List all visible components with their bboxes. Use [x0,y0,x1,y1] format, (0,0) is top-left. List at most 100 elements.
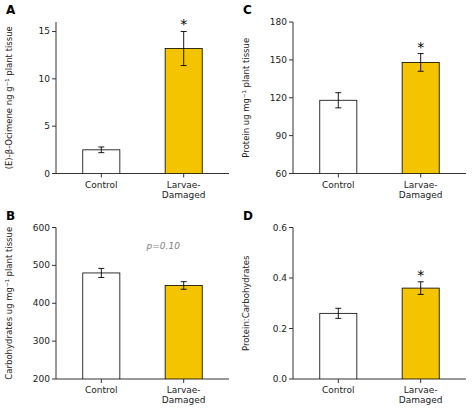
x-axis [56,173,229,174]
error-line [420,54,421,72]
x-tick-label-line: Damaged [399,395,443,405]
y-tick [289,22,293,23]
x-tick [101,174,102,178]
y-tick-label: 600 [33,223,50,233]
x-tick-label-line: Control [322,385,355,395]
y-tick [52,265,56,266]
error-cap [335,308,341,309]
x-tick [420,174,421,178]
x-tick-label-line: Control [85,385,118,395]
bar [83,273,120,379]
x-tick-label-line: Larvae- [167,180,201,190]
y-tick-label: 500 [33,260,50,270]
y-tick-label: 120 [270,93,287,103]
y-axis [293,228,294,380]
y-tick [289,278,293,279]
x-axis [293,379,466,380]
y-tick [52,173,56,174]
bars [320,282,439,379]
error-line [101,147,102,153]
bar [165,285,202,379]
x-tick-label-line: Control [85,180,118,190]
error-bar [335,93,341,108]
significance: * [417,267,424,283]
panel: 0.00.20.40.6ControlLarvae-Damaged*Protei… [241,209,466,406]
x-tick-label-line: Damaged [399,190,443,200]
annotation: p=0.10 [146,241,181,251]
panel-label: C [243,3,252,17]
y-tick-label: 5 [44,121,50,131]
error-line [101,268,102,277]
error-bar [418,282,424,295]
bar [402,288,439,379]
y-tick-label: 0.0 [273,374,288,384]
x-tick [420,379,421,383]
y-tick-label: 60 [276,169,288,179]
bar [402,62,439,173]
error-line [338,93,339,108]
x-tick-label-line: Larvae- [404,385,438,395]
y-tick [52,227,56,228]
panel-label: D [243,209,253,223]
x-tick-label-line: Control [322,180,355,190]
y-label: Carbohydrates ug mg⁻¹ plant tissue [4,227,14,380]
error-bar [98,147,104,153]
bars [320,54,439,174]
x-tick [183,379,184,383]
y-tick [52,341,56,342]
error-cap [98,268,104,269]
bar [83,150,120,174]
error-bar [98,268,104,277]
y-tick-label: 400 [33,298,50,308]
y-tick-label: 0 [44,169,50,179]
x-tick-label: Control [322,180,355,190]
error-cap [335,92,341,93]
error-bar [335,308,341,318]
error-bar [181,282,187,290]
x-tick-label: Larvae-Damaged [162,385,206,405]
error-cap [418,71,424,72]
error-cap [335,318,341,319]
y-tick [52,126,56,127]
y-tick-label: 180 [270,17,287,27]
y-axis [293,22,294,174]
x-tick-label: Control [322,385,355,395]
panel: 051015ControlLarvae-Damaged*(E)-β-Ocimen… [4,3,229,200]
y-tick [289,227,293,228]
y-tick-label: 200 [33,374,50,384]
y-tick [52,78,56,79]
error-bar [418,54,424,72]
y-tick [289,173,293,174]
error-bar [181,31,187,65]
error-cap [335,107,341,108]
error-line [338,308,339,318]
x-tick [338,379,339,383]
y-tick [52,379,56,380]
error-cap [181,65,187,66]
y-tick-label: 300 [33,336,50,346]
bar [165,49,202,174]
x-tick [338,174,339,178]
x-tick-label-line: Damaged [162,395,206,405]
bar [320,313,357,379]
y-tick [289,97,293,98]
error-cap [181,289,187,290]
y-tick [52,303,56,304]
panel: 6090120150180ControlLarvae-Damaged*Prote… [241,3,466,200]
bars [83,31,202,173]
significance: * [417,39,424,55]
panel-label: B [6,209,15,223]
x-tick [101,379,102,383]
x-tick-label: Larvae-Damaged [162,180,206,200]
y-tick [289,328,293,329]
y-axis [56,228,57,380]
y-tick [289,135,293,136]
y-label: Protein:Carbohydrates [241,255,251,351]
x-tick-label: Larvae-Damaged [399,385,443,405]
y-tick-label: 0.6 [273,223,288,233]
x-tick-label: Control [85,385,118,395]
bars [83,268,202,379]
x-axis [56,379,229,380]
x-tick-label: Larvae-Damaged [399,180,443,200]
y-tick-label: 0.4 [273,273,288,283]
